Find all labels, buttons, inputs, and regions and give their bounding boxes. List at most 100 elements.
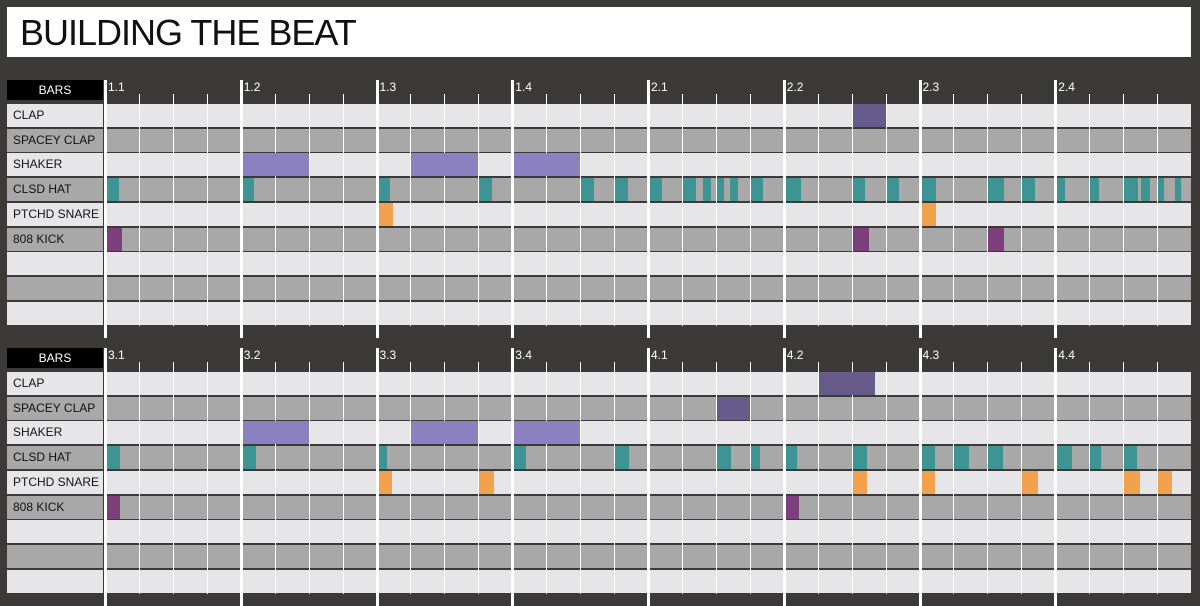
beat-gridline <box>614 94 616 327</box>
track-label[interactable] <box>7 520 103 544</box>
note-block[interactable] <box>920 446 935 470</box>
note-block[interactable] <box>241 178 255 202</box>
note-block[interactable] <box>716 178 725 202</box>
track-label[interactable] <box>7 252 103 276</box>
note-block[interactable] <box>920 470 935 494</box>
note-block[interactable] <box>1158 470 1173 494</box>
track-label[interactable]: 808 KICK <box>7 227 103 251</box>
note-block[interactable] <box>1090 178 1100 202</box>
track-label[interactable]: CLAP <box>7 104 103 127</box>
note-block[interactable] <box>703 178 711 202</box>
note-block[interactable] <box>1158 178 1165 202</box>
note-block[interactable] <box>920 178 937 202</box>
track-label[interactable]: SPACEY CLAP <box>7 128 103 152</box>
note-block[interactable] <box>750 446 760 470</box>
track-label[interactable] <box>7 301 103 325</box>
track-label[interactable]: SHAKER <box>7 153 103 177</box>
note-block[interactable] <box>106 178 119 202</box>
note-block[interactable] <box>730 178 738 202</box>
track-label[interactable]: CLAP <box>7 372 103 395</box>
note-block[interactable] <box>682 178 696 202</box>
note-block[interactable] <box>988 446 1003 470</box>
bar-line <box>239 348 243 606</box>
beat-gridline <box>410 362 412 595</box>
track-label[interactable] <box>7 569 103 593</box>
note-block[interactable] <box>784 446 798 470</box>
bar-number: 3.3 <box>379 348 397 362</box>
note-block[interactable] <box>1056 178 1066 202</box>
bar-number: 4.2 <box>786 348 804 362</box>
bar-line <box>239 80 243 339</box>
note-block[interactable] <box>750 178 764 202</box>
beat-gridline <box>715 94 717 327</box>
note-block[interactable] <box>649 178 662 202</box>
track-label[interactable]: PTCHD SNARE <box>7 470 103 494</box>
note-block[interactable] <box>581 178 594 202</box>
note-block[interactable] <box>716 446 732 470</box>
note-block[interactable] <box>852 104 886 127</box>
track-label[interactable] <box>7 276 103 300</box>
note-block[interactable] <box>106 495 121 519</box>
bar-number: 3.1 <box>108 348 125 362</box>
beat-gridline <box>885 94 887 327</box>
track-label[interactable]: CLSD HAT <box>7 178 103 202</box>
note-block[interactable] <box>1022 178 1035 202</box>
note-block[interactable] <box>377 178 391 202</box>
title-bar: BUILDING THE BEAT <box>7 7 1191 57</box>
note-block[interactable] <box>852 178 866 202</box>
note-block[interactable] <box>1124 470 1141 494</box>
bar-line <box>375 348 379 606</box>
note-block[interactable] <box>615 178 628 202</box>
note-block[interactable] <box>1056 446 1073 470</box>
note-block[interactable] <box>784 495 800 519</box>
bar-line <box>104 348 107 606</box>
note-block[interactable] <box>1090 446 1102 470</box>
track-label[interactable]: CLSD HAT <box>7 446 103 470</box>
note-block[interactable] <box>784 178 801 202</box>
note-block[interactable] <box>1022 470 1039 494</box>
note-block[interactable] <box>954 446 969 470</box>
note-block[interactable] <box>106 446 121 470</box>
note-block[interactable] <box>377 470 392 494</box>
note-block[interactable] <box>377 446 387 470</box>
bar-line <box>782 348 786 606</box>
note-block[interactable] <box>513 153 581 177</box>
beat-gridline <box>1089 362 1091 595</box>
bar-number: 2.1 <box>651 80 668 94</box>
note-block[interactable] <box>411 153 479 177</box>
bar-number: 3.4 <box>515 348 532 362</box>
note-block[interactable] <box>1124 178 1139 202</box>
note-block[interactable] <box>852 470 867 494</box>
note-block[interactable] <box>411 421 479 445</box>
note-block[interactable] <box>241 446 257 470</box>
beat-gridline <box>817 94 819 327</box>
track-label[interactable]: PTCHD SNARE <box>7 202 103 226</box>
note-block[interactable] <box>920 202 937 226</box>
note-block[interactable] <box>615 446 630 470</box>
note-block[interactable] <box>241 153 309 177</box>
beat-gridline <box>308 94 310 327</box>
note-block[interactable] <box>513 446 526 470</box>
note-block[interactable] <box>716 396 750 420</box>
note-block[interactable] <box>1124 446 1137 470</box>
track-label[interactable]: SPACEY CLAP <box>7 396 103 420</box>
beat-gridline <box>274 94 276 327</box>
note-block[interactable] <box>479 470 494 494</box>
note-block[interactable] <box>377 202 394 226</box>
track-label[interactable]: 808 KICK <box>7 495 103 519</box>
note-block[interactable] <box>1175 178 1182 202</box>
note-block[interactable] <box>988 178 1005 202</box>
note-block[interactable] <box>1141 178 1151 202</box>
note-block[interactable] <box>513 421 581 445</box>
beat-gridline <box>138 362 140 595</box>
note-block[interactable] <box>886 178 900 202</box>
track-label[interactable]: SHAKER <box>7 421 103 445</box>
note-block[interactable] <box>479 178 492 202</box>
note-block[interactable] <box>852 446 867 470</box>
note-block[interactable] <box>818 372 876 395</box>
track-label[interactable] <box>7 544 103 568</box>
note-block[interactable] <box>106 227 122 251</box>
note-block[interactable] <box>988 227 1005 251</box>
note-block[interactable] <box>852 227 869 251</box>
note-block[interactable] <box>241 421 309 445</box>
